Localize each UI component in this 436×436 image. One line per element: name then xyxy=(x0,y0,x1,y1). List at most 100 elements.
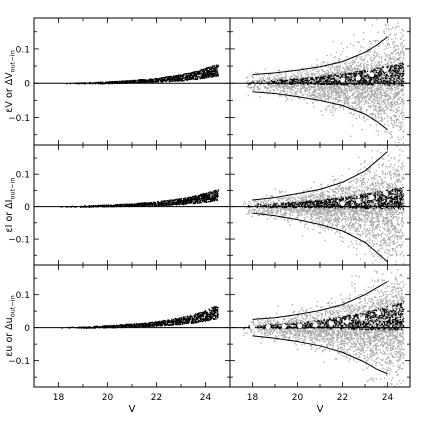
error-point xyxy=(365,75,367,77)
error-point xyxy=(397,80,399,82)
residual-point xyxy=(331,75,333,78)
residual-point xyxy=(400,32,402,34)
residual-point xyxy=(375,55,377,57)
residual-point xyxy=(390,103,393,105)
error-point xyxy=(185,76,188,78)
residual-point xyxy=(364,69,367,71)
residual-point xyxy=(381,120,383,122)
error-point xyxy=(399,74,401,76)
residual-point xyxy=(276,84,278,87)
residual-point xyxy=(247,76,249,78)
error-point xyxy=(402,78,405,80)
error-point xyxy=(151,81,153,83)
error-point xyxy=(216,67,218,69)
residual-point xyxy=(283,89,285,92)
residual-point xyxy=(391,119,393,122)
residual-point xyxy=(398,58,400,61)
residual-point xyxy=(304,90,306,92)
error-point xyxy=(383,77,385,79)
residual-point xyxy=(384,109,386,111)
residual-point xyxy=(380,116,382,118)
residual-point xyxy=(392,126,395,128)
error-point xyxy=(165,81,168,83)
error-point xyxy=(319,78,321,80)
error-point xyxy=(143,80,145,82)
residual-point xyxy=(262,78,264,81)
residual-point xyxy=(343,74,346,76)
error-point xyxy=(338,81,340,83)
residual-point xyxy=(386,35,388,37)
residual-point xyxy=(393,85,395,87)
residual-point xyxy=(368,74,370,76)
error-point xyxy=(403,68,405,70)
residual-point xyxy=(386,54,388,56)
residual-point xyxy=(399,126,401,128)
residual-point xyxy=(376,98,378,100)
residual-point xyxy=(259,88,262,90)
error-point xyxy=(330,83,332,85)
residual-point xyxy=(340,91,342,93)
error-point xyxy=(203,74,205,76)
residual-point xyxy=(354,72,356,74)
residual-point xyxy=(377,117,380,119)
residual-point xyxy=(314,89,316,91)
residual-point xyxy=(396,102,399,104)
residual-point xyxy=(395,94,397,96)
residual-point xyxy=(306,87,308,89)
residual-point xyxy=(314,73,316,76)
error-point xyxy=(332,81,334,83)
error-point xyxy=(205,74,207,76)
residual-point xyxy=(402,30,404,32)
residual-point xyxy=(371,101,373,103)
error-point xyxy=(355,84,357,86)
error-point xyxy=(133,79,135,81)
residual-point xyxy=(286,86,289,88)
residual-point xyxy=(280,73,282,76)
residual-point xyxy=(335,51,338,53)
residual-point xyxy=(378,63,380,66)
residual-point xyxy=(371,118,374,120)
residual-point xyxy=(395,53,397,55)
error-point xyxy=(210,69,212,72)
residual-point xyxy=(377,113,379,115)
residual-point xyxy=(339,97,341,99)
residual-point xyxy=(369,95,371,97)
residual-point xyxy=(338,60,340,63)
residual-point xyxy=(392,98,394,100)
residual-point xyxy=(328,99,330,101)
residual-point xyxy=(401,115,403,117)
residual-point xyxy=(395,104,397,106)
residual-point xyxy=(403,101,405,103)
error-point xyxy=(150,81,152,83)
error-point xyxy=(79,83,81,85)
error-point xyxy=(215,72,217,74)
residual-point xyxy=(367,66,369,69)
error-point xyxy=(158,80,160,82)
residual-point xyxy=(397,64,399,66)
residual-point xyxy=(342,90,344,92)
residual-point xyxy=(318,71,320,73)
residual-point xyxy=(323,92,326,94)
residual-point xyxy=(328,65,330,68)
residual-point xyxy=(390,28,392,30)
residual-point xyxy=(393,51,395,53)
residual-point xyxy=(394,92,396,94)
residual-point xyxy=(387,69,389,71)
residual-point xyxy=(326,73,328,75)
residual-point xyxy=(358,97,361,100)
error-point xyxy=(198,73,201,75)
residual-point xyxy=(387,71,390,73)
residual-point xyxy=(348,76,351,78)
residual-point xyxy=(372,109,375,111)
residual-point xyxy=(373,95,375,98)
residual-point xyxy=(332,85,334,87)
residual-point xyxy=(310,95,313,97)
error-point xyxy=(148,81,150,83)
residual-point xyxy=(367,51,369,54)
residual-point xyxy=(311,81,313,83)
error-point xyxy=(216,71,218,73)
residual-point xyxy=(300,87,302,89)
residual-point xyxy=(391,63,393,65)
residual-point xyxy=(388,55,391,57)
residual-point xyxy=(291,99,293,101)
